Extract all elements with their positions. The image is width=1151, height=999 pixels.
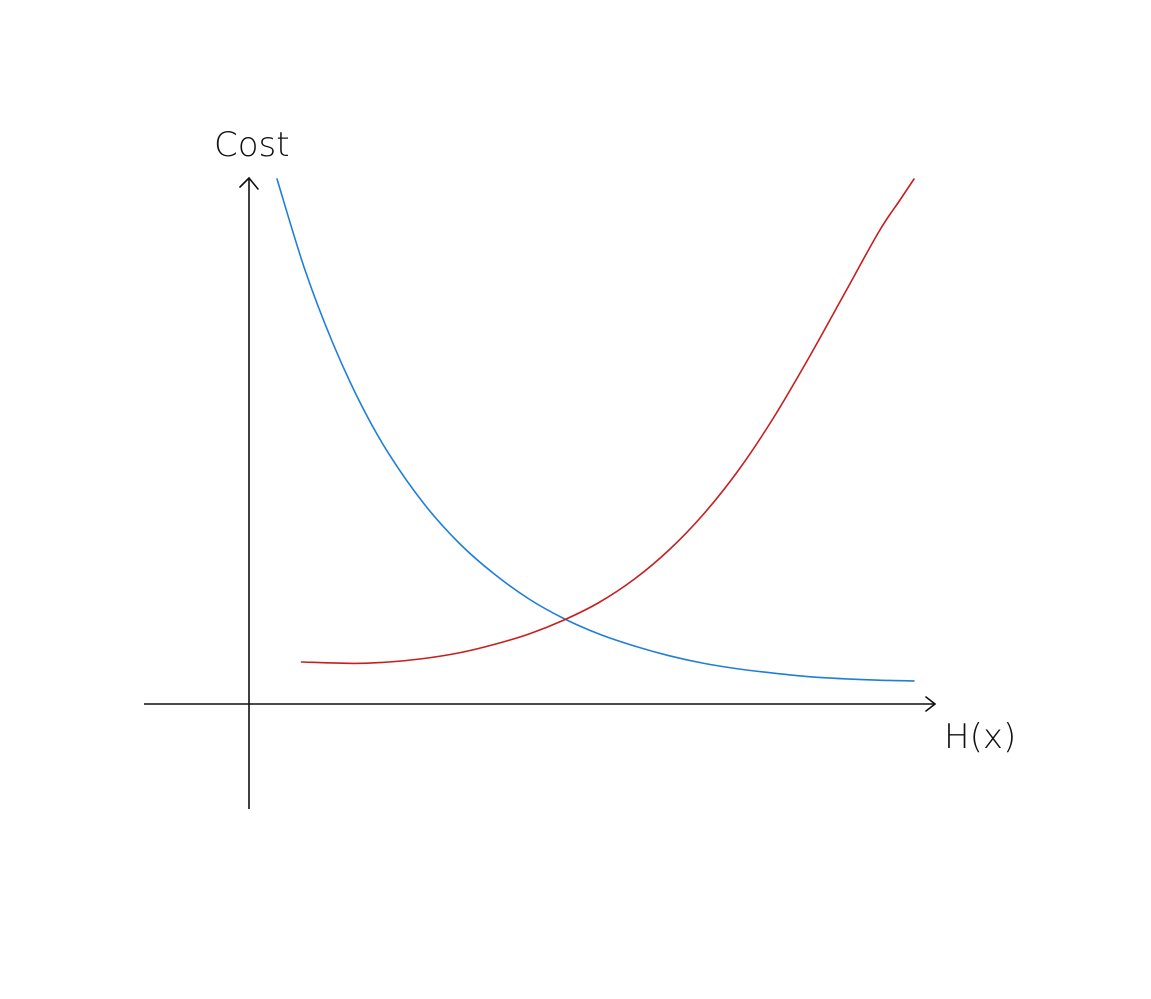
series-line-1 xyxy=(276,178,915,682)
y-axis-label: Cost xyxy=(214,125,290,165)
x-axis-label: H(x) xyxy=(944,717,1016,757)
y-axis-arrow xyxy=(239,176,259,190)
x-axis-arrow xyxy=(925,696,937,712)
series-layer xyxy=(276,178,915,682)
axes xyxy=(144,176,937,809)
series-line-2 xyxy=(300,178,915,665)
